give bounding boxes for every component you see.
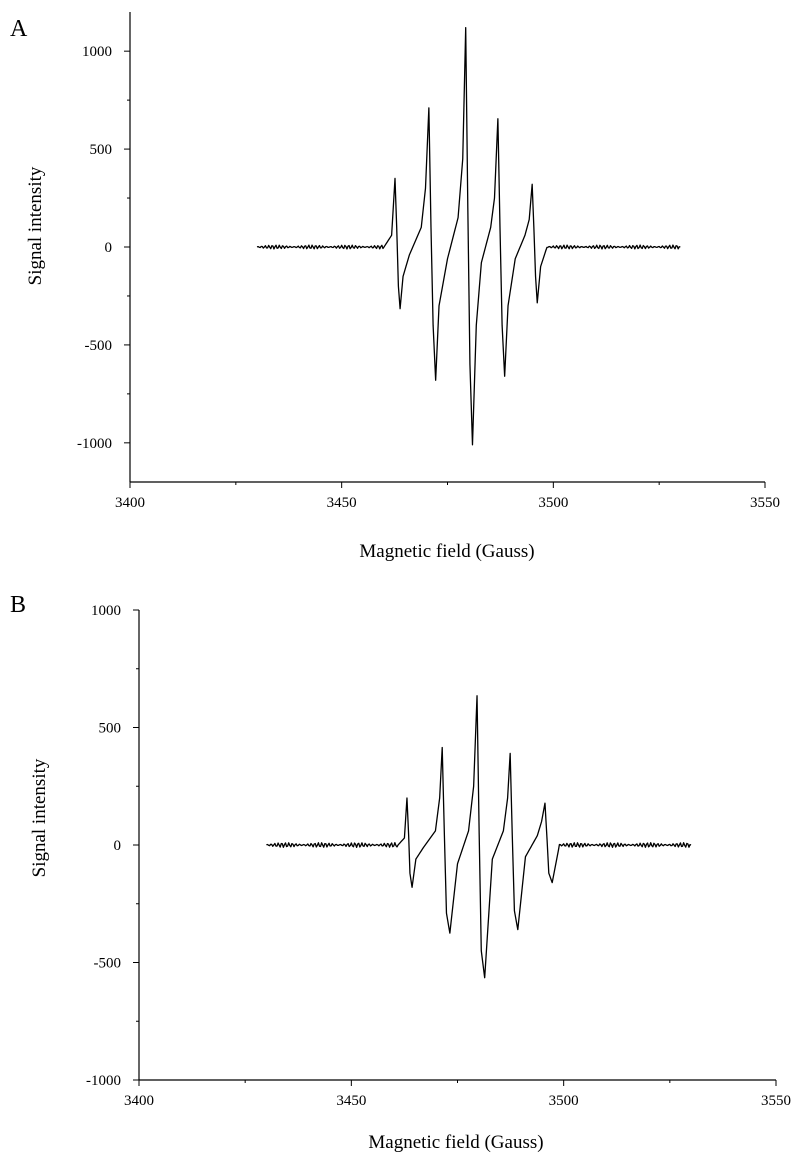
chart-b-x-tick-label: 3500 — [549, 1093, 579, 1109]
chart-a-y-axis-title: Signal intensity — [25, 166, 46, 285]
chart-b-y-tick-label: 1000 — [91, 603, 121, 619]
chart-a-y-tick-label: -1000 — [77, 436, 112, 452]
chart-b-y-axis-title: Signal intensity — [29, 758, 50, 877]
chart-a-x-tick-label: 3450 — [327, 495, 357, 511]
chart-b-x-tick-label: 3450 — [336, 1093, 366, 1109]
chart-b-y-tick-label: -1000 — [86, 1073, 121, 1089]
chart-a-x-tick-label: 3550 — [750, 495, 780, 511]
chart-a-y-tick-label: -500 — [85, 338, 113, 354]
chart-a-axes: 3400 3450 3500 3550 -1000 -500 0 500 1000 — [77, 12, 780, 511]
chart-panel-a: A 3400 3450 3500 3550 -1000 -500 0 500 1000 Magn… — [10, 12, 780, 562]
chart-b-series-line — [266, 695, 692, 979]
chart-a-x-axis-title: Magnetic field (Gauss) — [359, 541, 534, 562]
chart-a-y-tick-label: 1000 — [82, 44, 112, 60]
chart-panel-b: B 3400 3450 3500 3550 -1000 -500 0 500 1000 Magn… — [10, 592, 791, 1153]
chart-a-x-tick-label: 3500 — [538, 495, 568, 511]
chart-b-x-tick-label: 3400 — [124, 1093, 154, 1109]
chart-b-x-axis-title: Magnetic field (Gauss) — [368, 1132, 543, 1153]
chart-a-series-line — [256, 27, 681, 446]
chart-b-x-tick-label: 3550 — [761, 1093, 791, 1109]
chart-b-plot-area — [266, 695, 692, 979]
chart-b-axes: 3400 3450 3500 3550 -1000 -500 0 500 1000 — [86, 603, 791, 1109]
chart-b-y-tick-label: -500 — [94, 956, 122, 972]
panel-label-b: B — [10, 592, 26, 618]
chart-a-plot-area — [256, 27, 681, 446]
chart-b-y-tick-label: 0 — [114, 838, 122, 854]
chart-a-y-tick-label: 500 — [90, 142, 113, 158]
chart-a-x-tick-label: 3400 — [115, 495, 145, 511]
panel-label-a: A — [10, 16, 28, 42]
chart-b-y-tick-label: 500 — [99, 721, 122, 737]
chart-a-y-tick-label: 0 — [105, 240, 113, 256]
